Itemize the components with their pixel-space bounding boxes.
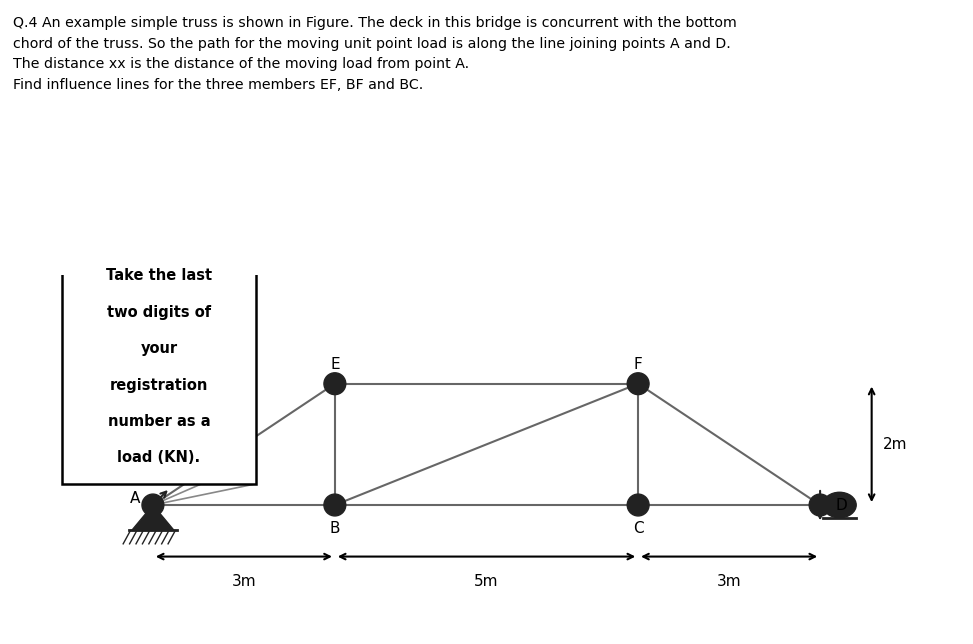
Circle shape [142, 494, 163, 516]
Circle shape [324, 494, 345, 516]
Text: D: D [836, 498, 847, 513]
Text: E: E [330, 357, 340, 372]
FancyBboxPatch shape [62, 241, 256, 484]
Text: A: A [129, 491, 140, 506]
Circle shape [628, 494, 649, 516]
Circle shape [810, 494, 831, 516]
Polygon shape [131, 505, 174, 531]
Circle shape [324, 373, 345, 395]
Text: your: your [140, 341, 177, 356]
Text: Q.4 An example simple truss is shown in Figure. The deck in this bridge is concu: Q.4 An example simple truss is shown in … [13, 16, 737, 92]
Text: two digits of: two digits of [107, 305, 211, 320]
Circle shape [628, 373, 649, 395]
Text: C: C [632, 520, 643, 536]
Text: Take the last: Take the last [106, 269, 212, 283]
Text: number as a: number as a [108, 414, 210, 429]
Text: 3m: 3m [717, 574, 741, 589]
Text: 3m: 3m [232, 574, 256, 589]
Text: 2m: 2m [883, 437, 907, 452]
Text: B: B [330, 520, 341, 536]
Text: load (KN).: load (KN). [118, 450, 200, 466]
Text: F: F [633, 357, 642, 372]
Text: registration: registration [110, 377, 208, 393]
Text: 5m: 5m [474, 574, 499, 589]
Ellipse shape [823, 492, 856, 518]
